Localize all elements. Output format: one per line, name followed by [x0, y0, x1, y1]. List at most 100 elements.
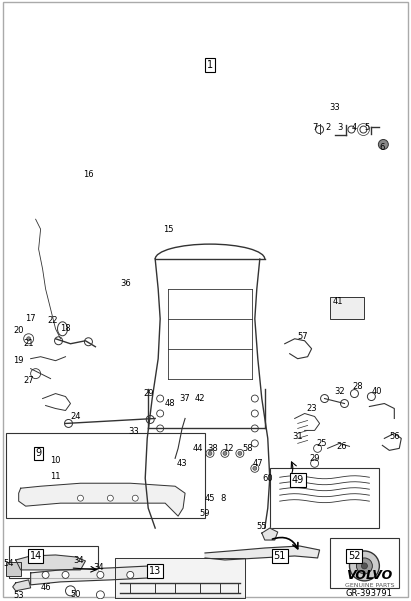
- Bar: [6, 562, 21, 576]
- Circle shape: [379, 139, 388, 150]
- Circle shape: [146, 415, 154, 424]
- Circle shape: [311, 459, 319, 468]
- Text: 13: 13: [149, 566, 161, 576]
- Text: 21: 21: [23, 339, 34, 348]
- Bar: [270, 468, 379, 528]
- Circle shape: [157, 395, 164, 402]
- Circle shape: [65, 586, 76, 596]
- Text: 26: 26: [336, 442, 347, 451]
- Bar: [6, 433, 205, 518]
- Circle shape: [223, 451, 227, 456]
- Circle shape: [42, 572, 49, 578]
- Text: VOLVO: VOLVO: [346, 569, 393, 582]
- Polygon shape: [262, 528, 278, 540]
- Circle shape: [348, 126, 355, 133]
- Text: 9: 9: [35, 448, 42, 459]
- Text: 2: 2: [325, 123, 330, 132]
- Text: 58: 58: [242, 444, 253, 453]
- Polygon shape: [18, 483, 185, 516]
- Circle shape: [321, 395, 328, 403]
- Circle shape: [208, 451, 212, 456]
- Circle shape: [97, 572, 104, 578]
- Circle shape: [157, 440, 164, 447]
- Circle shape: [340, 400, 349, 407]
- Text: 33: 33: [128, 427, 139, 436]
- Circle shape: [178, 466, 182, 470]
- Text: 51: 51: [274, 551, 286, 561]
- Text: 54: 54: [3, 560, 14, 569]
- Text: 44: 44: [193, 444, 203, 453]
- Text: 60: 60: [263, 474, 273, 483]
- Circle shape: [107, 495, 113, 501]
- Circle shape: [361, 563, 367, 569]
- Circle shape: [356, 558, 372, 574]
- Text: 48: 48: [165, 399, 175, 408]
- Circle shape: [252, 395, 258, 402]
- Circle shape: [252, 425, 258, 432]
- Text: 17: 17: [25, 314, 36, 323]
- Text: 52: 52: [348, 551, 361, 561]
- Circle shape: [193, 451, 197, 456]
- Text: 43: 43: [177, 459, 187, 468]
- Text: 38: 38: [208, 444, 218, 453]
- Circle shape: [31, 368, 41, 379]
- Circle shape: [77, 495, 83, 501]
- Circle shape: [191, 450, 199, 457]
- Text: 59: 59: [200, 508, 210, 517]
- Circle shape: [238, 451, 242, 456]
- Text: GENUINE PARTS: GENUINE PARTS: [345, 584, 394, 588]
- Text: 50: 50: [70, 590, 81, 599]
- Circle shape: [157, 425, 164, 432]
- Text: 19: 19: [14, 356, 24, 365]
- Circle shape: [65, 419, 72, 427]
- Circle shape: [251, 465, 259, 472]
- Circle shape: [84, 338, 92, 346]
- Text: 29: 29: [143, 389, 153, 398]
- Circle shape: [206, 450, 214, 457]
- Text: 29: 29: [309, 454, 320, 463]
- Circle shape: [27, 337, 31, 341]
- Text: 11: 11: [50, 472, 61, 481]
- Text: 32: 32: [334, 387, 345, 396]
- Circle shape: [132, 495, 138, 501]
- Text: 37: 37: [180, 394, 190, 403]
- Text: 8: 8: [220, 493, 226, 502]
- Text: 10: 10: [50, 456, 61, 465]
- Text: 55: 55: [256, 522, 267, 531]
- Polygon shape: [16, 555, 85, 570]
- Circle shape: [62, 572, 69, 578]
- Circle shape: [316, 126, 323, 133]
- Circle shape: [55, 337, 62, 345]
- Circle shape: [157, 410, 164, 417]
- Text: 36: 36: [120, 279, 131, 288]
- Text: 16: 16: [83, 170, 94, 179]
- Bar: [330, 297, 365, 319]
- Text: 46: 46: [40, 584, 51, 593]
- Circle shape: [127, 572, 134, 578]
- Text: 22: 22: [47, 316, 58, 325]
- Text: 40: 40: [372, 387, 383, 396]
- Circle shape: [24, 334, 34, 344]
- Bar: [330, 538, 399, 588]
- Text: 15: 15: [163, 225, 173, 234]
- Circle shape: [253, 466, 257, 470]
- Text: 27: 27: [23, 376, 34, 385]
- Text: 24: 24: [70, 412, 81, 421]
- Text: 18: 18: [60, 325, 71, 334]
- Text: 1: 1: [207, 59, 213, 70]
- Circle shape: [252, 410, 258, 417]
- Text: 47: 47: [252, 459, 263, 468]
- Circle shape: [360, 126, 367, 133]
- Circle shape: [176, 465, 184, 472]
- Text: 7: 7: [312, 123, 317, 132]
- Circle shape: [97, 591, 104, 599]
- Circle shape: [351, 389, 358, 397]
- Text: GR-393791: GR-393791: [346, 590, 393, 599]
- Circle shape: [367, 392, 375, 400]
- Polygon shape: [205, 546, 320, 560]
- Circle shape: [236, 450, 244, 457]
- Text: 6: 6: [380, 143, 385, 152]
- Text: 12: 12: [223, 444, 233, 453]
- Circle shape: [221, 450, 229, 457]
- Text: 4: 4: [352, 123, 357, 132]
